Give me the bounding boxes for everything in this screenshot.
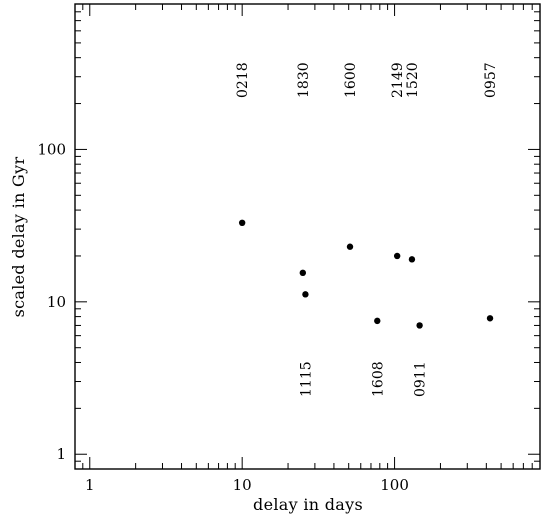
axis-ticks xyxy=(74,3,541,470)
data-point-0218 xyxy=(238,219,246,227)
x-tick-label: 100 xyxy=(380,476,409,494)
point-label-0218: 0218 xyxy=(235,62,251,98)
data-points xyxy=(238,219,494,329)
data-point-1115 xyxy=(302,291,309,298)
x-axis-label: delay in days xyxy=(253,495,363,514)
data-point-1830 xyxy=(299,269,307,277)
plot-frame xyxy=(74,3,541,470)
data-point-0957 xyxy=(486,315,494,322)
point-label-2149: 2149 xyxy=(390,62,406,98)
point-label-1520: 1520 xyxy=(405,62,421,98)
point-label-1830: 1830 xyxy=(296,62,312,98)
y-tick-label: 10 xyxy=(47,293,66,311)
tick-labels: 1 10 100 1 10 100 xyxy=(37,140,409,494)
data-point-2149 xyxy=(393,252,401,260)
x-tick-label: 1 xyxy=(85,476,95,494)
y-tick-label: 1 xyxy=(56,445,66,463)
point-label-1115: 1115 xyxy=(298,361,314,397)
y-axis-label: scaled delay in Gyr xyxy=(9,157,28,318)
data-point-1608 xyxy=(374,317,381,325)
x-tick-label: 10 xyxy=(233,476,252,494)
y-tick-label: 100 xyxy=(37,140,66,158)
point-label-0911: 0911 xyxy=(413,361,429,397)
point-label-1600: 1600 xyxy=(343,62,359,98)
data-point-1600 xyxy=(346,243,354,250)
point-label-0957: 0957 xyxy=(483,62,499,98)
point-label-1608: 1608 xyxy=(370,361,386,397)
data-point-1520 xyxy=(408,256,416,263)
data-point-0911 xyxy=(416,322,423,329)
